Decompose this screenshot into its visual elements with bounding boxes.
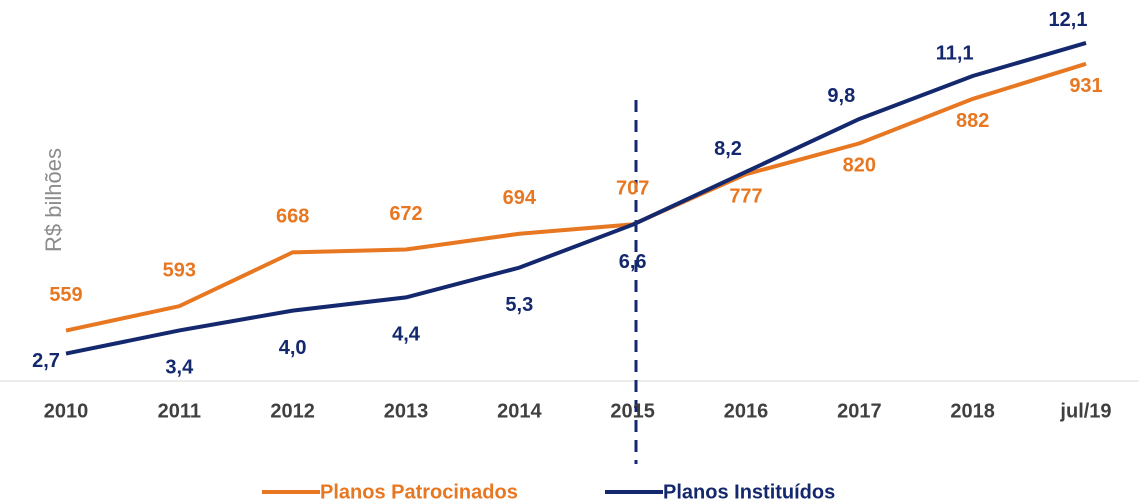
line-series (65, 61, 1087, 333)
legend-label: Planos Instituídos (663, 481, 835, 503)
data-label: 6,6 (619, 251, 647, 273)
data-label: 882 (956, 110, 989, 132)
data-label: 5,3 (505, 294, 533, 316)
data-label: 694 (503, 187, 537, 209)
x-tick-label: 2018 (950, 400, 995, 422)
x-tick-label: 2017 (837, 400, 882, 422)
x-tick-label: 2011 (158, 400, 201, 422)
data-label: 3,4 (165, 357, 194, 379)
data-label: 8,2 (714, 138, 742, 160)
data-label: 12,1 (1049, 9, 1088, 31)
legend-label: Planos Patrocinados (320, 481, 518, 503)
data-label: 2,7 (32, 350, 60, 372)
data-label: 4,0 (279, 337, 307, 359)
x-tick-label: 2012 (270, 400, 315, 422)
x-tick-label: jul/19 (1059, 400, 1111, 422)
x-tick-label: 2015 (610, 400, 655, 422)
data-label: 777 (729, 186, 762, 208)
data-label: 668 (276, 206, 309, 228)
x-tick-label: 2016 (724, 400, 769, 422)
x-tick-label: 2013 (384, 400, 429, 422)
data-label: 11,1 (936, 42, 974, 64)
y-axis-label: R$ bilhões (41, 148, 66, 252)
data-label: 559 (49, 284, 82, 306)
data-label: 931 (1069, 75, 1102, 97)
x-tick-label: 2014 (497, 400, 542, 422)
data-label: 9,8 (827, 85, 855, 107)
line-series (65, 41, 1087, 356)
data-label: 820 (843, 155, 876, 177)
data-label: 707 (616, 178, 649, 200)
x-tick-label: 2010 (44, 400, 89, 422)
data-label: 593 (163, 259, 196, 281)
data-label: 672 (389, 203, 422, 225)
data-label: 4,4 (392, 324, 421, 346)
